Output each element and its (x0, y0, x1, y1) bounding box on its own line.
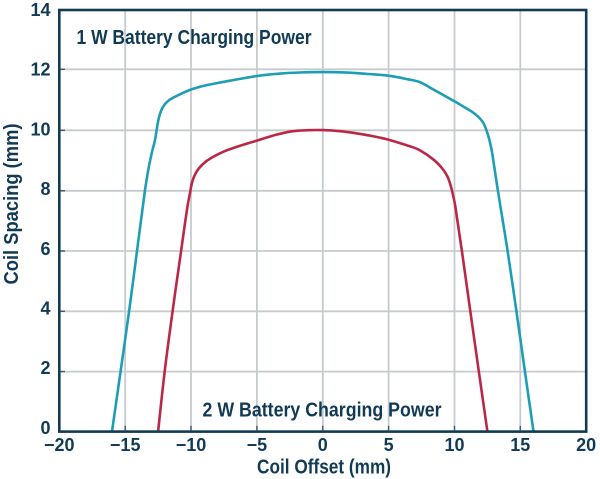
svg-text:5: 5 (384, 435, 394, 455)
svg-text:8: 8 (40, 179, 50, 199)
svg-text:1 W Battery Charging Power: 1 W Battery Charging Power (77, 27, 312, 49)
svg-text:−5: −5 (247, 435, 268, 455)
svg-text:Coil Offset (mm): Coil Offset (mm) (257, 457, 391, 479)
svg-text:0: 0 (40, 418, 50, 438)
svg-text:10: 10 (444, 435, 464, 455)
svg-text:6: 6 (40, 239, 50, 259)
svg-text:2: 2 (40, 358, 50, 378)
svg-text:12: 12 (30, 60, 50, 80)
svg-text:10: 10 (30, 119, 50, 139)
svg-text:−20: −20 (44, 435, 75, 455)
svg-text:0: 0 (318, 435, 328, 455)
svg-text:4: 4 (40, 299, 50, 319)
svg-text:14: 14 (30, 0, 50, 20)
svg-text:Coil Spacing (mm): Coil Spacing (mm) (1, 124, 23, 285)
svg-text:2 W Battery Charging Power: 2 W Battery Charging Power (203, 400, 442, 422)
svg-text:−15: −15 (110, 435, 141, 455)
svg-text:20: 20 (576, 435, 596, 455)
svg-text:−10: −10 (176, 435, 207, 455)
svg-text:15: 15 (510, 435, 530, 455)
